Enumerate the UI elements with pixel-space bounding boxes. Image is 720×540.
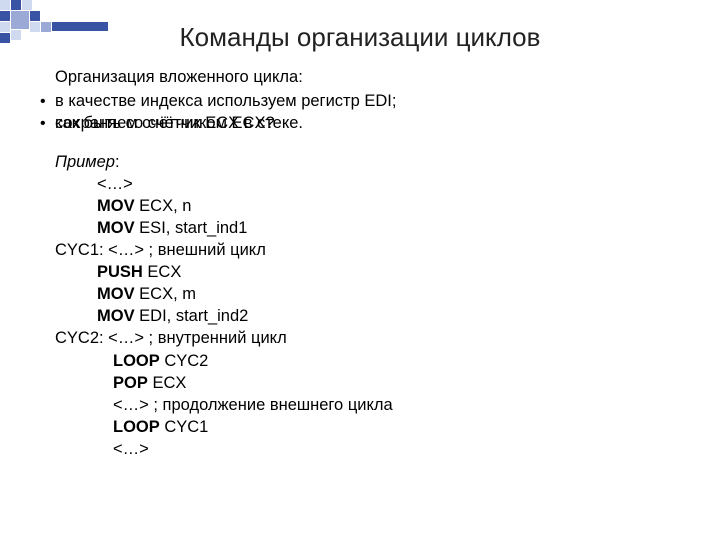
example-colon: : — [115, 153, 120, 171]
intro-text: Организация вложенного цикла: — [55, 67, 690, 89]
code-line: MOV EDI, start_ind2 — [55, 305, 690, 327]
bullet-item-overlap: как быть со счётчиком ECX? сохраняем счё… — [37, 113, 690, 135]
code-op: MOV — [97, 219, 135, 237]
code-op: MOV — [97, 285, 135, 303]
code-label: CYC1: <…> — [55, 241, 149, 259]
deco-square — [0, 11, 10, 21]
deco-square — [11, 30, 21, 40]
bullet-item: в качестве индекса используем регистр ED… — [37, 91, 690, 113]
deco-square — [30, 22, 40, 32]
bullet-list: в качестве индекса используем регистр ED… — [37, 91, 690, 135]
deco-square — [0, 33, 10, 43]
code-args: ESI, start_ind1 — [135, 219, 248, 237]
deco-square — [52, 22, 108, 31]
deco-square — [11, 0, 21, 10]
example-label: Пример — [55, 153, 115, 171]
code-op: MOV — [97, 197, 135, 215]
code-line: PUSH ECX — [55, 261, 690, 283]
code-op: PUSH — [97, 263, 143, 281]
code-line: <…> ; продолжение внешнего цикла — [55, 394, 690, 416]
code-line: CYC2: <…> ; внутренний цикл — [55, 327, 690, 349]
deco-square — [11, 11, 29, 29]
deco-square — [30, 11, 40, 21]
code-comment: ; внутренний цикл — [149, 329, 287, 347]
slide-content: Организация вложенного цикла: в качестве… — [0, 67, 720, 460]
code-args: EDI, start_ind2 — [135, 307, 249, 325]
code-op: MOV — [97, 307, 135, 325]
bullet-text-b: сохраняем счётчик ECX в стеке. — [55, 113, 303, 135]
code-op: LOOP — [113, 352, 160, 370]
code-args: ECX — [143, 263, 182, 281]
code-args: CYC1 — [160, 418, 209, 436]
code-comment: ; внешний цикл — [149, 241, 266, 259]
code-args: CYC2 — [160, 352, 209, 370]
deco-square — [0, 22, 10, 32]
code-line: POP ECX — [55, 372, 690, 394]
code-args: ECX, m — [135, 285, 196, 303]
deco-square — [22, 0, 32, 10]
code-line: CYC1: <…> ; внешний цикл — [55, 239, 690, 261]
deco-square — [41, 22, 51, 32]
code-line: <…> — [55, 173, 690, 195]
code-line: <…> — [55, 438, 690, 460]
code-line: MOV ESI, start_ind1 — [55, 217, 690, 239]
example-heading: Пример: — [55, 151, 690, 173]
code-line: LOOP CYC1 — [55, 416, 690, 438]
code-line: MOV ECX, n — [55, 195, 690, 217]
code-op: POP — [113, 374, 148, 392]
code-placeholder: <…> — [113, 396, 153, 414]
code-example: Пример: <…> MOV ECX, n MOV ESI, start_in… — [55, 151, 690, 461]
code-label: CYC2: <…> — [55, 329, 149, 347]
code-line: MOV ECX, m — [55, 283, 690, 305]
code-args: ECX, n — [135, 197, 192, 215]
code-comment: ; продолжение внешнего цикла — [153, 396, 392, 414]
code-line: LOOP CYC2 — [55, 350, 690, 372]
corner-decoration — [0, 0, 110, 45]
code-args: ECX — [148, 374, 187, 392]
code-op: LOOP — [113, 418, 160, 436]
deco-square — [0, 0, 10, 10]
